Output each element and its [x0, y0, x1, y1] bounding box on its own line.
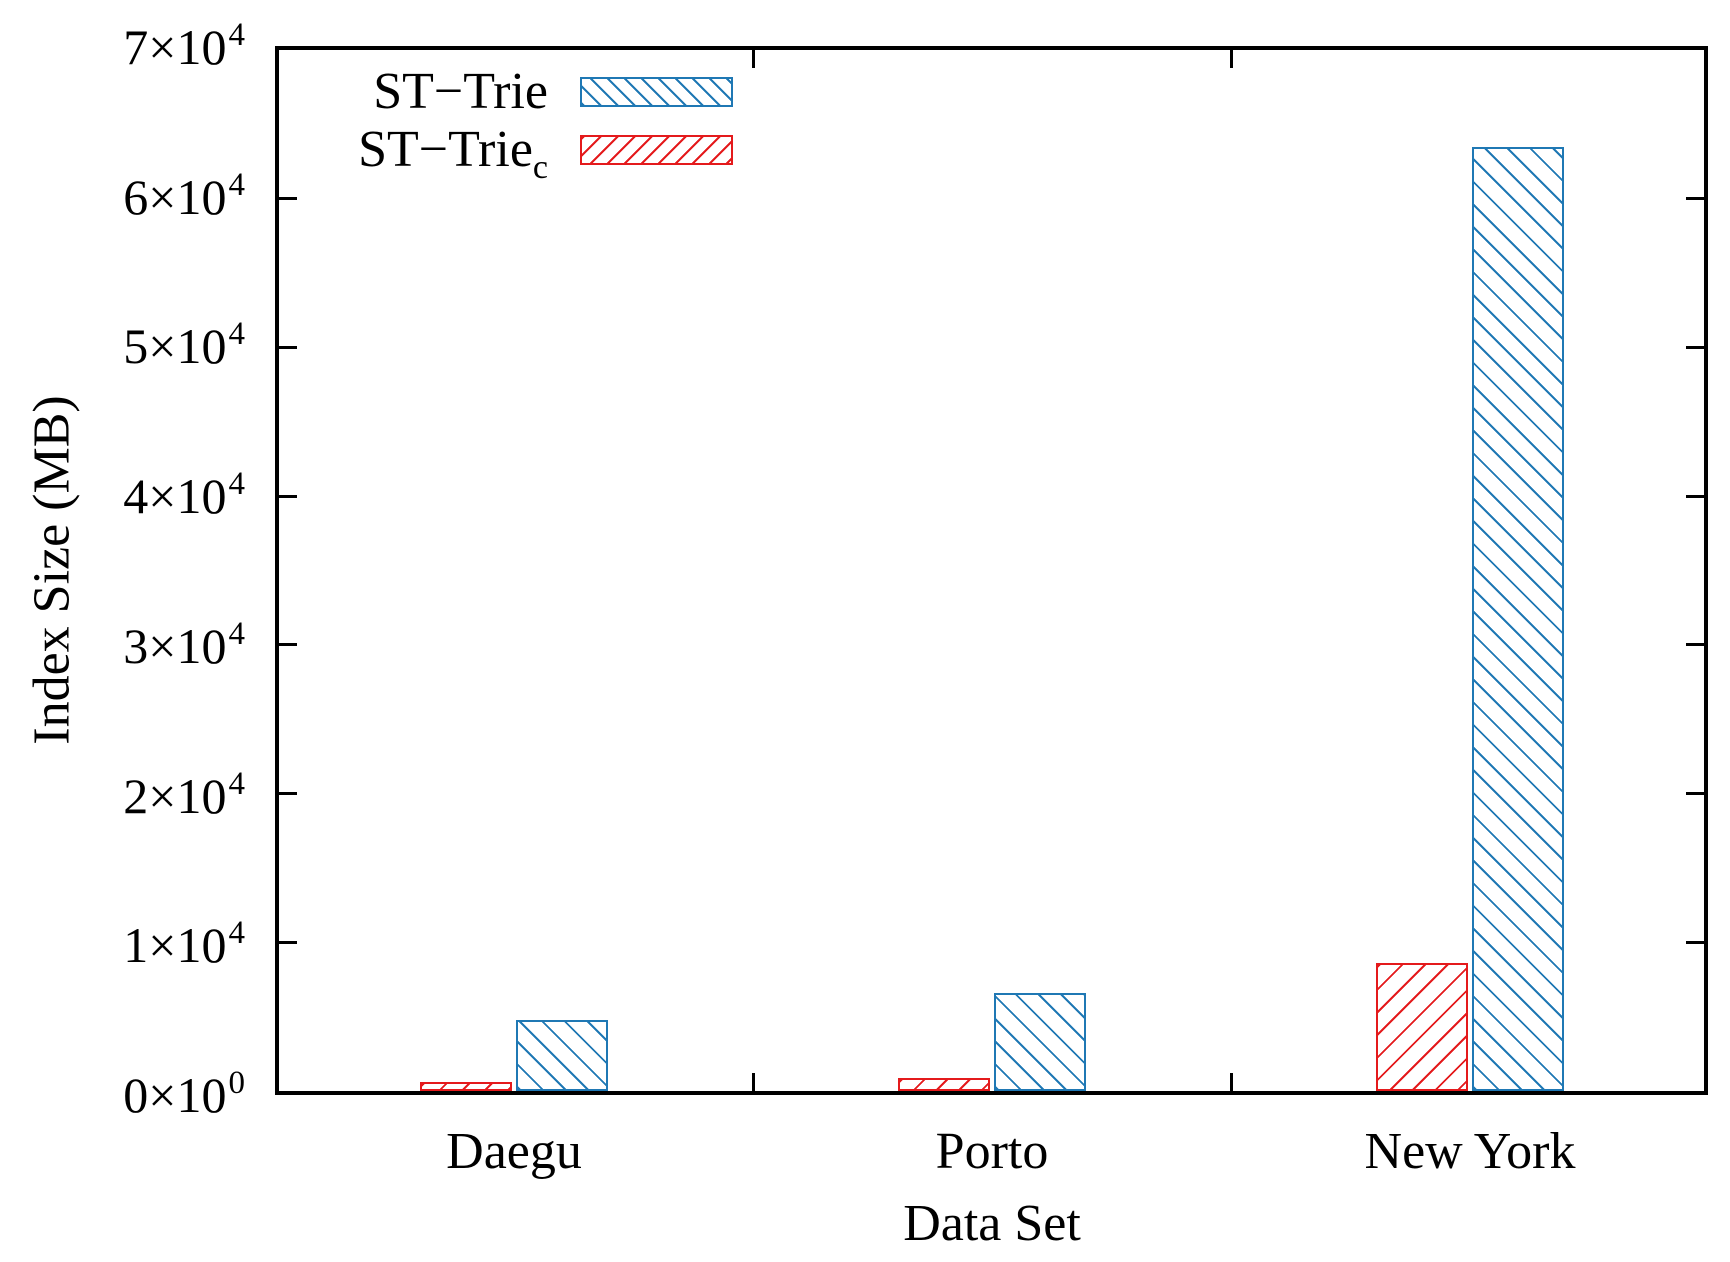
x-tick-mark-mirror [1230, 50, 1233, 68]
bar-st-trie-porto [994, 993, 1086, 1091]
legend-label-subscript: c [532, 149, 548, 186]
plot-border [275, 46, 1708, 1095]
y-tick-exponent: 4 [228, 17, 246, 53]
y-tick-label-7: 7×104 [123, 17, 246, 75]
x-tick-mark-mirror [752, 50, 755, 68]
y-tick-mark-mirror [1686, 941, 1704, 944]
y-tick-mark [279, 792, 297, 795]
y-tick-exponent: 4 [228, 766, 246, 802]
y-tick-mark-mirror [1686, 346, 1704, 349]
y-tick-mark [279, 495, 297, 498]
legend-swatch-st-trie [580, 77, 733, 107]
y-tick-exponent: 4 [228, 466, 246, 502]
y-tick-label-2: 2×104 [123, 766, 246, 824]
y-tick-mark [279, 346, 297, 349]
y-tick-mark-mirror [1686, 643, 1704, 646]
y-tick-mark-mirror [1686, 792, 1704, 795]
bar-st-trie-new-york [1472, 147, 1564, 1091]
y-tick-mark-mirror [1686, 197, 1704, 200]
y-tick-label-4: 4×104 [123, 466, 246, 524]
y-tick-label-1: 1×104 [123, 915, 246, 973]
y-tick-mark [279, 941, 297, 944]
y-tick-label-0: 0×100 [123, 1065, 246, 1123]
y-tick-exponent: 4 [228, 316, 246, 352]
bar-st-trie-c-new-york [1376, 963, 1468, 1091]
y-tick-label-3: 3×104 [123, 616, 246, 674]
y-tick-mark [279, 197, 297, 200]
bar-st-trie-c-daegu [420, 1082, 512, 1091]
bar-st-trie-c-porto [898, 1078, 990, 1091]
x-axis-title: Data Set [903, 1195, 1081, 1252]
y-tick-mark-mirror [1686, 495, 1704, 498]
y-tick-label-6: 6×104 [123, 167, 246, 225]
x-category-label-new-york: New York [1364, 1123, 1576, 1180]
legend-swatch-st-trie-c [580, 135, 733, 165]
bar-st-trie-daegu [516, 1020, 608, 1091]
x-category-label-daegu: Daegu [446, 1123, 582, 1180]
x-category-label-porto: Porto [935, 1123, 1049, 1180]
y-tick-exponent: 0 [228, 1065, 246, 1101]
x-tick-mark [1230, 1073, 1233, 1091]
legend-label-st-trie: ST−Trie [373, 63, 548, 120]
legend-label-st-trie-c: ST−Triec [358, 121, 548, 186]
y-tick-exponent: 4 [228, 915, 246, 951]
y-axis-title: Index Size (MB) [23, 395, 81, 745]
y-tick-exponent: 4 [228, 616, 246, 652]
x-tick-mark [752, 1073, 755, 1091]
y-tick-mark [279, 643, 297, 646]
y-tick-exponent: 4 [228, 167, 246, 203]
y-tick-label-5: 5×104 [123, 316, 246, 374]
